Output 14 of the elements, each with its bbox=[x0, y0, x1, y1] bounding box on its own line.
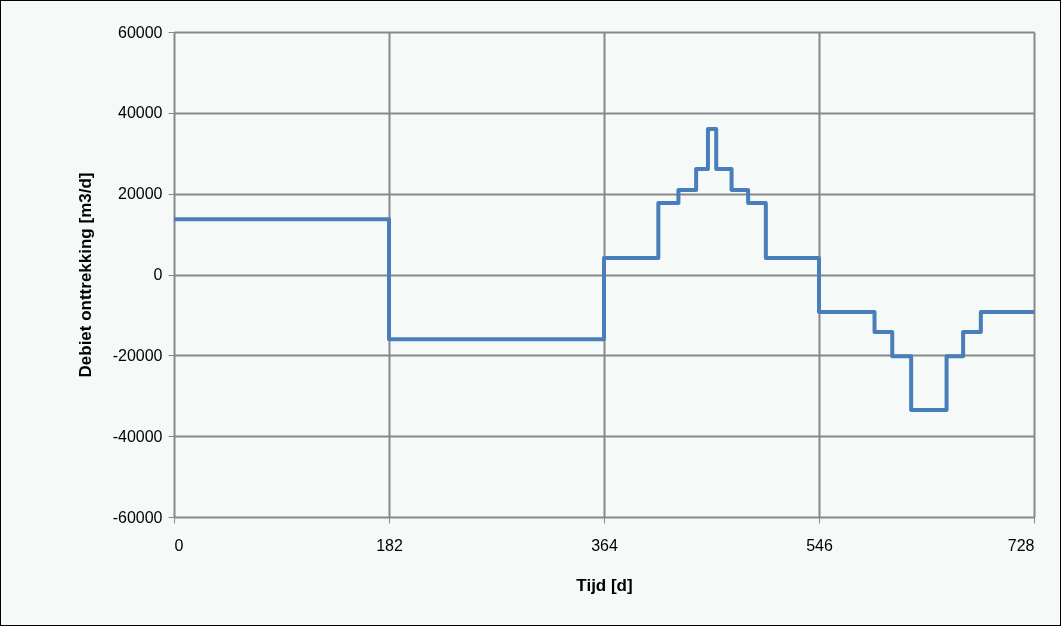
y-tick-label: -20000 bbox=[112, 346, 163, 364]
x-tick-label: 182 bbox=[376, 536, 403, 554]
x-tick-label: 0 bbox=[174, 536, 184, 554]
x-tick-label: 546 bbox=[806, 536, 833, 554]
y-tick-label: 20000 bbox=[118, 185, 163, 203]
y-tick-label: -60000 bbox=[112, 508, 163, 526]
y-tick-label: 40000 bbox=[118, 104, 163, 122]
y-tick-label: 60000 bbox=[118, 23, 163, 41]
y-tick-label: -40000 bbox=[112, 427, 163, 445]
y-axis-title: Debiet onttrekking [m3/d] bbox=[75, 172, 95, 378]
x-axis-title: Tijd [d] bbox=[576, 575, 633, 595]
y-tick-label: 0 bbox=[153, 266, 163, 283]
x-tick-label: 728 bbox=[1007, 536, 1035, 554]
x-tick-label: 364 bbox=[591, 536, 618, 554]
